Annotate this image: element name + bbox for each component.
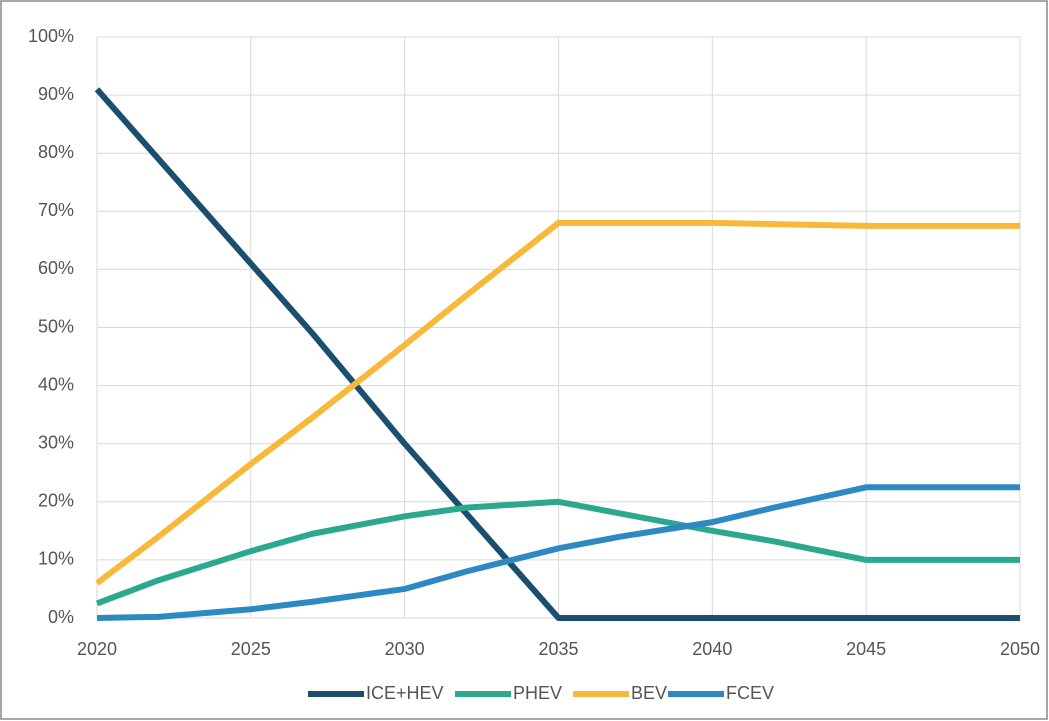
y-tick-label: 60% <box>38 258 74 278</box>
x-tick-label: 2040 <box>692 639 732 659</box>
legend-label: ICE+HEV <box>366 683 444 703</box>
y-tick-label: 80% <box>38 142 74 162</box>
y-tick-label: 10% <box>38 549 74 569</box>
x-tick-label: 2030 <box>385 639 425 659</box>
y-tick-label: 30% <box>38 432 74 452</box>
x-tick-label: 2035 <box>538 639 578 659</box>
y-tick-label: 50% <box>38 316 74 336</box>
series-line <box>95 498 1020 607</box>
y-tick-label: 100% <box>28 26 74 46</box>
series-line <box>95 219 1020 586</box>
y-tick-label: 0% <box>48 607 74 627</box>
legend-label: BEV <box>631 683 667 703</box>
x-tick-label: 2025 <box>231 639 271 659</box>
y-tick-label: 40% <box>38 374 74 394</box>
legend-label: PHEV <box>513 683 562 703</box>
y-tick-label: 90% <box>38 84 74 104</box>
x-tick-label: 2045 <box>846 639 886 659</box>
x-tick-label: 2020 <box>77 639 117 659</box>
legend-label: FCEV <box>726 683 774 703</box>
x-tick-label: 2050 <box>1000 639 1040 659</box>
series-line <box>94 87 1020 621</box>
series-line <box>96 484 1020 621</box>
y-tick-label: 70% <box>38 200 74 220</box>
y-tick-label: 20% <box>38 491 74 511</box>
